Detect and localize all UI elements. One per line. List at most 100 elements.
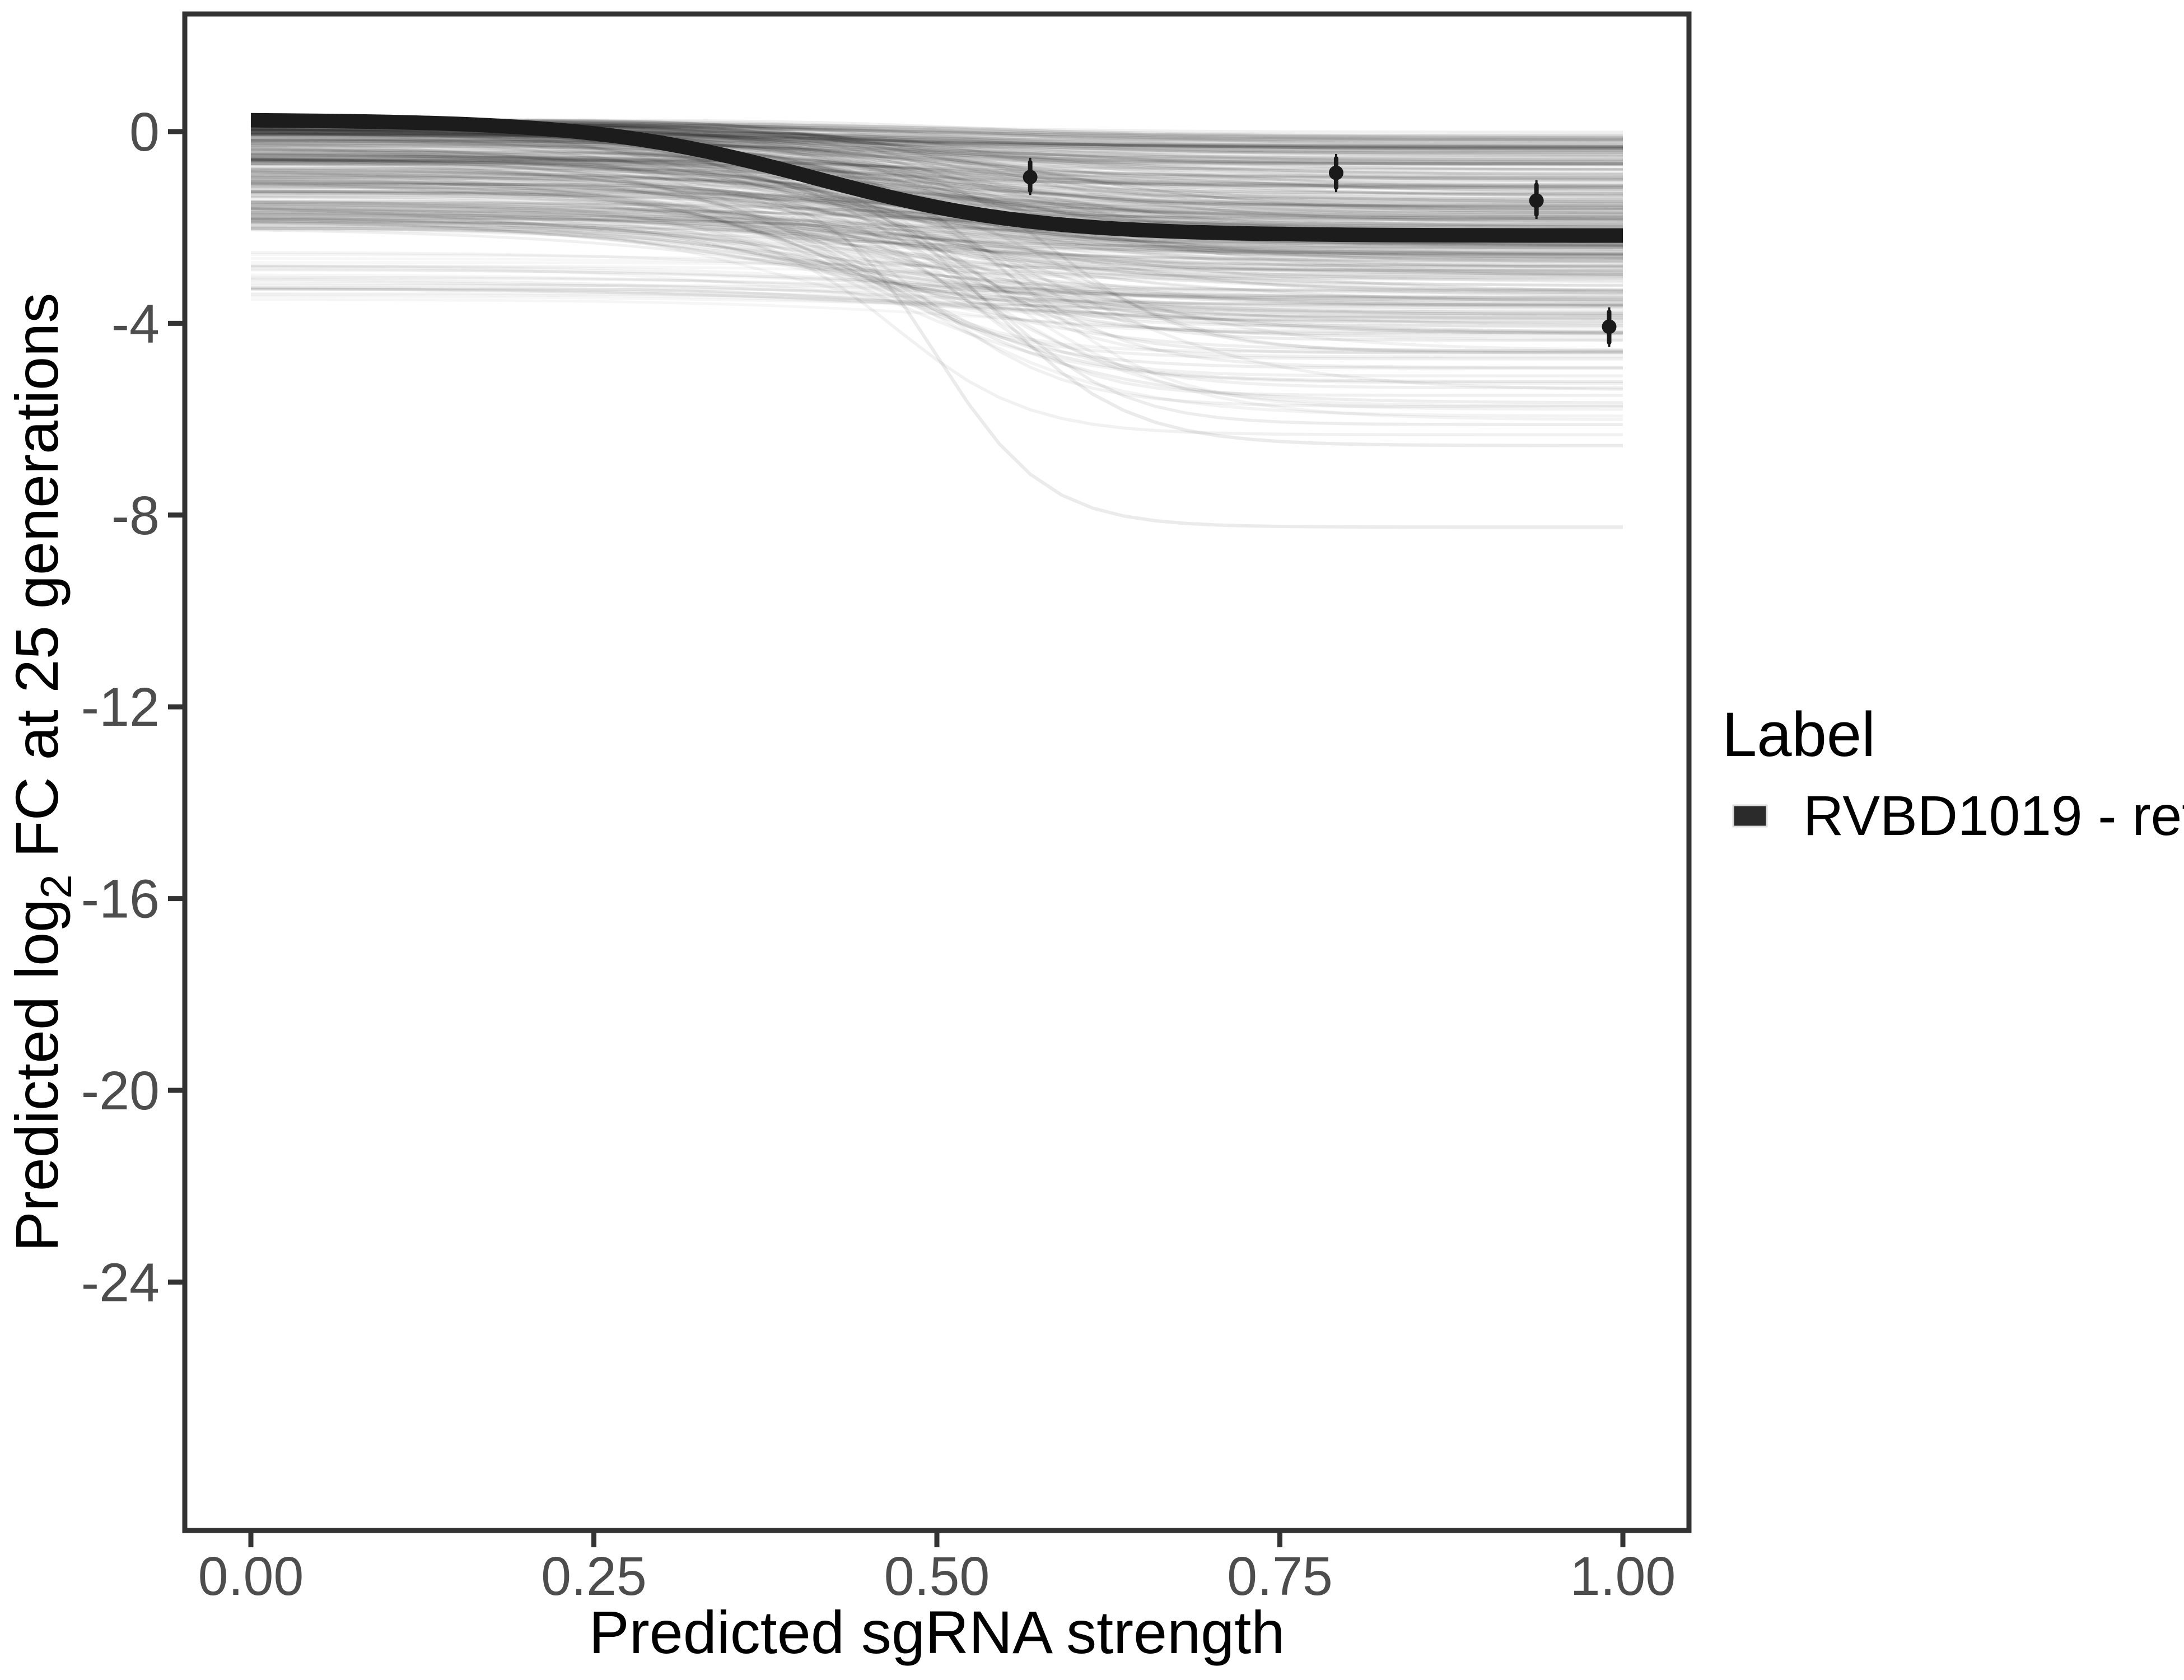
- ensemble-line: [250, 130, 1623, 195]
- ensemble-line: [250, 196, 1623, 292]
- ensemble-line: [250, 130, 1623, 219]
- ensemble-line: [250, 215, 1623, 321]
- ensemble-line: [250, 227, 1623, 322]
- ensemble-line: [250, 213, 1623, 309]
- ensemble-line: [250, 185, 1623, 269]
- ensemble-line: [250, 183, 1623, 298]
- ensemble-line: [250, 149, 1623, 203]
- ensemble-line: [250, 268, 1623, 306]
- ensemble-line: [250, 133, 1623, 166]
- ensemble-line: [250, 125, 1623, 190]
- ensemble-line: [250, 164, 1623, 258]
- ensemble-line: [250, 158, 1623, 199]
- ensemble-line: [250, 155, 1623, 179]
- ensemble-line: [251, 194, 1623, 277]
- ensemble-line: [250, 209, 1623, 248]
- ensemble-line: [250, 200, 1623, 385]
- ensemble-line: [250, 133, 1623, 179]
- ensemble-line: [251, 168, 1623, 447]
- ensemble-line: [251, 175, 1623, 355]
- ensemble-line: [251, 133, 1623, 187]
- ensemble-line: [251, 167, 1623, 208]
- ensemble-line: [250, 264, 1623, 305]
- ensemble-line: [250, 276, 1623, 292]
- ensemble-line: [250, 170, 1623, 283]
- ensemble-line: [250, 128, 1623, 221]
- ensemble-line: [250, 190, 1623, 418]
- ensemble-line: [250, 212, 1623, 301]
- pointrange: [1023, 157, 1038, 195]
- ensemble-line: [251, 201, 1623, 370]
- ensemble-line: [250, 130, 1623, 211]
- ensemble-line: [250, 178, 1623, 384]
- ensemble-line: [251, 210, 1623, 427]
- ensemble-line: [250, 226, 1623, 279]
- ensemble-line: [250, 139, 1623, 206]
- ensemble-line: [250, 130, 1623, 222]
- ensemble-lines-layer: [250, 118, 1623, 529]
- ensemble-line: [250, 203, 1623, 270]
- ensemble-line: [250, 153, 1623, 181]
- ensemble-line: [250, 136, 1623, 247]
- legend-key-swatch: [1732, 804, 1768, 828]
- ensemble-line: [250, 131, 1623, 152]
- ensemble-line: [250, 227, 1623, 339]
- ensemble-line: [251, 138, 1623, 171]
- ensemble-line: [250, 132, 1623, 225]
- ensemble-line: [251, 176, 1623, 408]
- ensemble-line: [250, 177, 1623, 287]
- ensemble-line: [250, 121, 1623, 246]
- ensemble-line: [251, 137, 1623, 167]
- ensemble-line: [251, 156, 1623, 336]
- ensemble-line: [250, 129, 1623, 197]
- ensemble-line: [251, 132, 1623, 144]
- ensemble-line: [250, 137, 1623, 214]
- x-tick-label: 0.25: [541, 1546, 647, 1607]
- ensemble-line: [250, 207, 1623, 334]
- data-point: [1529, 193, 1544, 208]
- ensemble-line: [250, 171, 1623, 249]
- y-tick-label: -24: [81, 1252, 160, 1313]
- ensemble-line: [250, 146, 1623, 218]
- ensemble-line: [250, 170, 1623, 247]
- ensemble-line: [250, 192, 1623, 278]
- ensemble-line: [250, 129, 1623, 149]
- ensemble-line: [250, 162, 1623, 281]
- ensemble-line: [251, 209, 1623, 244]
- ensemble-line: [250, 139, 1623, 217]
- ensemble-line: [250, 129, 1623, 187]
- ensemble-line: [250, 132, 1623, 158]
- x-tick-label: 0.75: [1227, 1546, 1333, 1607]
- ensemble-line: [251, 163, 1623, 268]
- ensemble-line: [251, 144, 1623, 249]
- ensemble-line: [250, 251, 1623, 295]
- ensemble-line: [250, 203, 1623, 293]
- ensemble-line: [250, 161, 1623, 391]
- ensemble-line: [250, 151, 1623, 167]
- ensemble-line: [251, 131, 1623, 141]
- ensemble-line: [250, 128, 1623, 201]
- ensemble-line: [251, 155, 1623, 352]
- ensemble-line: [250, 140, 1623, 171]
- pointrange: [1602, 307, 1617, 347]
- ensemble-line: [250, 190, 1623, 277]
- ensemble-line: [251, 133, 1623, 206]
- ensemble-line: [250, 191, 1623, 352]
- ensemble-line: [250, 160, 1623, 251]
- y-tick-label: -4: [111, 293, 160, 354]
- ensemble-line: [250, 175, 1623, 255]
- ensemble-line: [250, 131, 1623, 166]
- ensemble-line: [251, 156, 1623, 259]
- pointrange-layer: [1023, 153, 1617, 347]
- ensemble-line: [250, 217, 1623, 334]
- ensemble-line: [250, 134, 1623, 150]
- y-axis-title: Predicted log2 FC at 25 generations: [3, 293, 81, 1252]
- ensemble-line: [250, 156, 1623, 228]
- ensemble-line: [250, 222, 1623, 437]
- ensemble-line: [250, 157, 1623, 256]
- x-tick-label: 1.00: [1570, 1546, 1676, 1607]
- ensemble-line: [251, 183, 1623, 378]
- ensemble-line: [250, 228, 1623, 334]
- ensemble-line: [250, 219, 1623, 250]
- ensemble-line: [250, 278, 1623, 315]
